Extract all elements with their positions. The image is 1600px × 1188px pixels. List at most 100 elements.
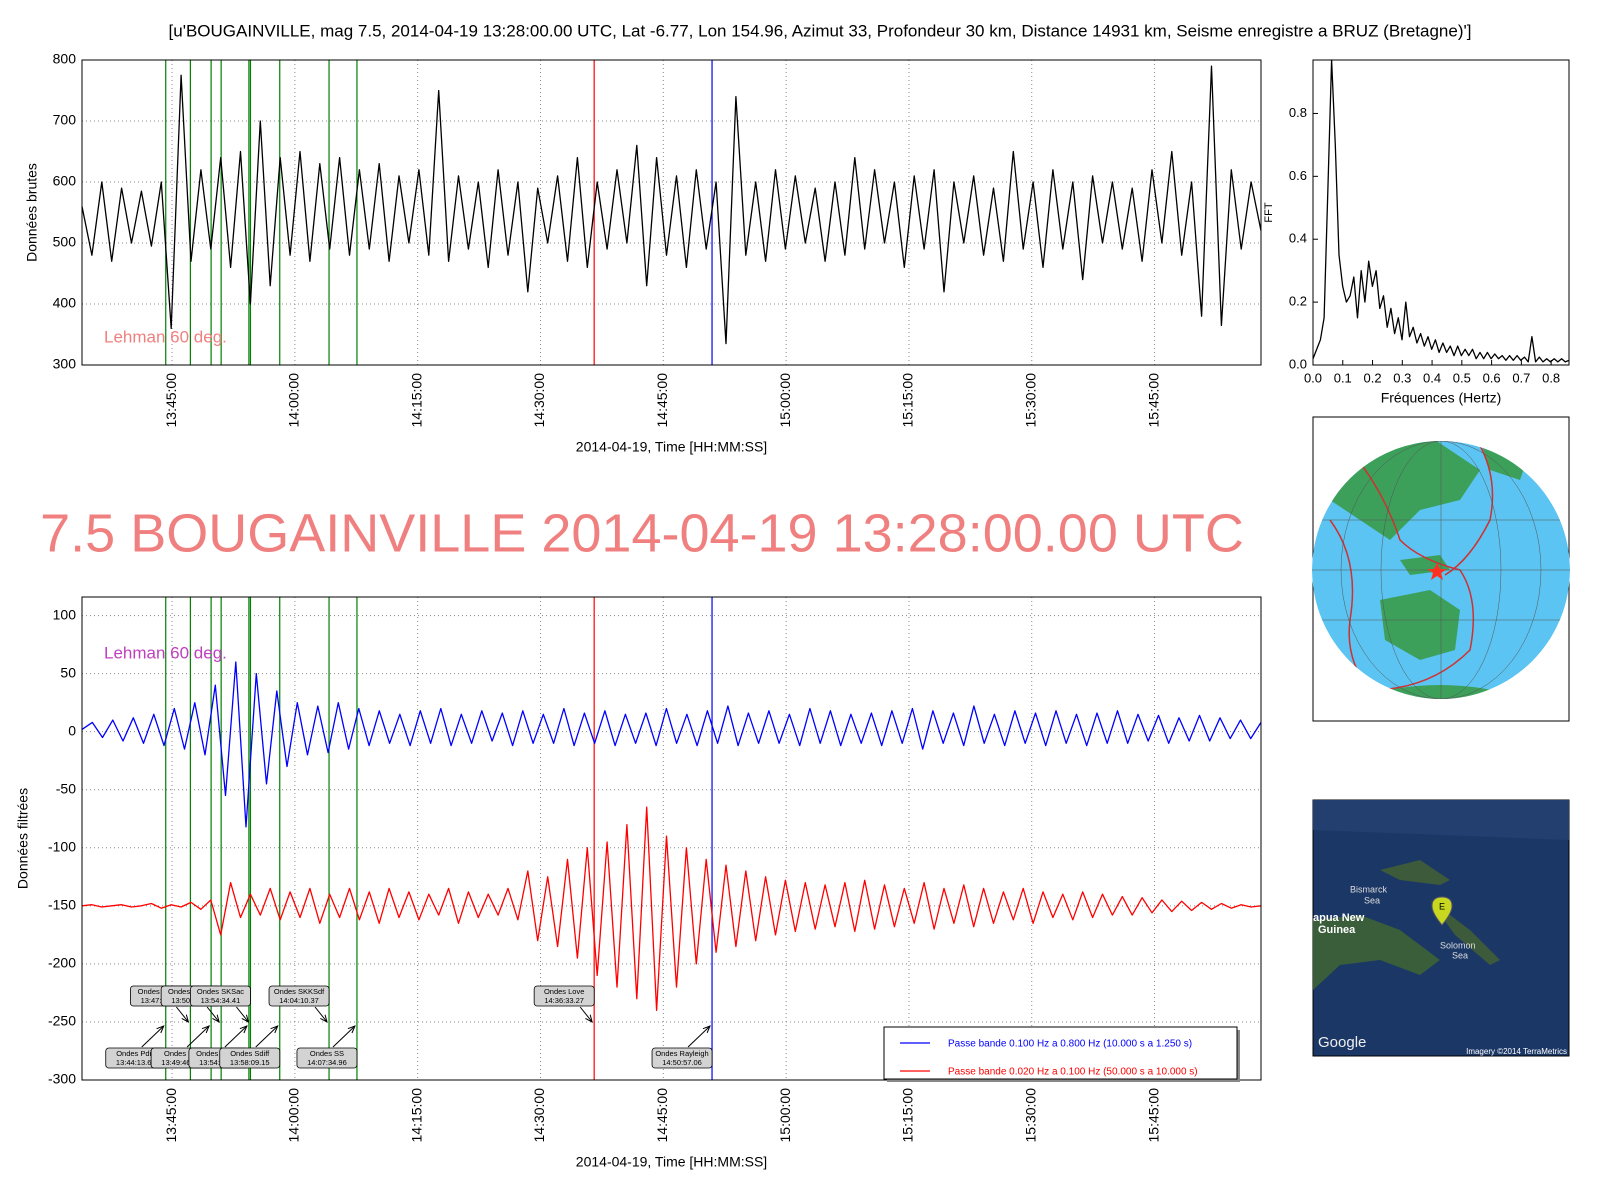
phase-arrow bbox=[236, 1006, 248, 1022]
annotation: Lehman 60 deg. bbox=[104, 643, 227, 662]
phase-arrow bbox=[206, 1006, 219, 1022]
phase-label: Ondes PP bbox=[164, 1049, 198, 1058]
phase-label: Ondes SS bbox=[310, 1049, 344, 1058]
map-credit: Imagery ©2014 TerraMetrics bbox=[1466, 1047, 1567, 1056]
map-label: Sea bbox=[1364, 895, 1380, 905]
phase-arrow bbox=[141, 1026, 164, 1048]
x-tick-label: 14:45:00 bbox=[654, 373, 670, 428]
y-axis-label: Données brutes bbox=[24, 163, 40, 262]
phase-arrow bbox=[255, 1026, 278, 1048]
y-tick-label: 700 bbox=[53, 112, 77, 128]
x-tick-label: 0.4 bbox=[1423, 370, 1441, 385]
trace bbox=[81, 65, 1262, 345]
phase-time: 14:36:33.27 bbox=[544, 996, 584, 1005]
y-tick-label: -300 bbox=[48, 1071, 76, 1087]
x-axis-label: 2014-04-19, Time [HH:MM:SS] bbox=[576, 439, 767, 455]
x-tick-label: 0.7 bbox=[1512, 370, 1530, 385]
phase-label: Ondes SKSac bbox=[197, 987, 244, 996]
x-tick-label: 0.6 bbox=[1483, 370, 1501, 385]
epicenter-star bbox=[1427, 563, 1447, 580]
trace bbox=[81, 806, 1262, 1011]
x-tick-label: 0.3 bbox=[1393, 370, 1411, 385]
legend-label: Passe bande 0.020 Hz a 0.100 Hz (50.000 … bbox=[948, 1067, 1198, 1078]
y-tick-label: 100 bbox=[53, 606, 77, 622]
y-tick-label: 50 bbox=[60, 664, 76, 680]
phase-label: Ondes Pdiff bbox=[116, 1049, 156, 1058]
phase-arrow bbox=[224, 1026, 247, 1048]
phase-box bbox=[533, 985, 595, 1007]
y-tick-label: -50 bbox=[56, 780, 76, 796]
phase-arrow bbox=[579, 1006, 592, 1022]
map-label: Solomon bbox=[1440, 940, 1476, 950]
land-australia bbox=[1380, 590, 1460, 660]
y-tick-label: 0.6 bbox=[1289, 168, 1307, 183]
plot-frame bbox=[1312, 59, 1570, 366]
y-tick-label: 600 bbox=[53, 173, 77, 189]
y-tick-label: -100 bbox=[48, 838, 76, 854]
x-tick-label: 15:30:00 bbox=[1022, 373, 1038, 428]
x-tick-label: 0.8 bbox=[1542, 370, 1560, 385]
phase-box bbox=[296, 1047, 358, 1069]
y-axis-label: Données filtrées bbox=[15, 788, 31, 889]
map-marker bbox=[1431, 896, 1453, 926]
deep-ocean bbox=[1313, 800, 1569, 840]
x-tick-label: 14:00:00 bbox=[286, 373, 302, 428]
phase-arrow bbox=[186, 1026, 209, 1048]
phase-time: 13:47:14.30 bbox=[141, 996, 181, 1005]
phase-time: 13:44:13.69 bbox=[116, 1058, 156, 1067]
phase-arrow bbox=[314, 1006, 327, 1022]
page-title: [u'BOUGAINVILLE, mag 7.5, 2014-04-19 13:… bbox=[169, 21, 1472, 40]
headline: 7.5 BOUGAINVILLE 2014-04-19 13:28:00.00 … bbox=[40, 503, 1244, 563]
phase-arrow bbox=[687, 1026, 710, 1048]
x-axis-label: Fréquences (Hertz) bbox=[1381, 390, 1502, 406]
y-tick-label: 0.4 bbox=[1289, 231, 1307, 246]
y-tick-label: 0.8 bbox=[1289, 105, 1307, 120]
x-tick-label: 0.2 bbox=[1363, 370, 1381, 385]
phase-time: 13:54:23.06 bbox=[199, 1058, 239, 1067]
x-axis-label: 2014-04-19, Time [HH:MM:SS] bbox=[576, 1154, 767, 1170]
x-tick-label: 15:00:00 bbox=[777, 1088, 793, 1143]
satellite-map: E Bismarck Sea apua New Guinea Solomon S… bbox=[1312, 799, 1570, 1057]
x-tick-label: 14:30:00 bbox=[531, 373, 547, 428]
globe-map bbox=[1312, 416, 1570, 722]
phase-time: 13:49:46.13 bbox=[161, 1058, 201, 1067]
trace bbox=[81, 661, 1262, 828]
phase-arrow bbox=[332, 1026, 355, 1048]
x-tick-label: 0.0 bbox=[1304, 370, 1322, 385]
map-label: apua New bbox=[1313, 912, 1365, 924]
phase-box bbox=[190, 985, 251, 1007]
plot-frame bbox=[81, 59, 1262, 366]
legend-label: Passe bande 0.100 Hz a 0.800 Hz (10.000 … bbox=[948, 1039, 1192, 1050]
map-label: Bismarck bbox=[1350, 884, 1388, 894]
map-label: Guinea bbox=[1318, 924, 1356, 936]
phase-time: 14:50:57.06 bbox=[662, 1058, 702, 1067]
phase-time: 14:07:34.96 bbox=[307, 1058, 347, 1067]
x-tick-label: 14:30:00 bbox=[531, 1088, 547, 1143]
phase-time: 13:54:34.41 bbox=[201, 996, 241, 1005]
phase-arrow bbox=[175, 1006, 188, 1022]
x-tick-label: 0.1 bbox=[1334, 370, 1352, 385]
y-tick-label: 300 bbox=[53, 356, 77, 372]
x-tick-label: 14:15:00 bbox=[408, 373, 424, 428]
y-tick-label: -250 bbox=[48, 1013, 76, 1029]
phase-label: Ondes Rayleigh bbox=[655, 1049, 708, 1058]
y-tick-label: 800 bbox=[53, 51, 77, 67]
x-tick-label: 15:45:00 bbox=[1145, 373, 1161, 428]
x-tick-label: 13:45:00 bbox=[163, 1088, 179, 1143]
phase-label: Ondes SKKSdf bbox=[274, 987, 325, 996]
x-tick-label: 15:15:00 bbox=[900, 373, 916, 428]
y-tick-label: 0 bbox=[68, 722, 76, 738]
x-tick-label: 15:45:00 bbox=[1145, 1088, 1161, 1143]
x-tick-label: 14:15:00 bbox=[408, 1088, 424, 1143]
x-tick-label: 15:00:00 bbox=[777, 373, 793, 428]
y-tick-label: -200 bbox=[48, 955, 76, 971]
y-tick-label: 0.2 bbox=[1289, 294, 1307, 309]
x-tick-label: 14:00:00 bbox=[286, 1088, 302, 1143]
x-tick-label: 15:15:00 bbox=[900, 1088, 916, 1143]
side-label: FFT bbox=[1263, 202, 1275, 222]
x-tick-label: 13:45:00 bbox=[163, 373, 179, 428]
map-logo: Google bbox=[1318, 1034, 1366, 1051]
annotation: Lehman 60 deg. bbox=[104, 327, 227, 346]
marker-label: E bbox=[1439, 901, 1445, 911]
